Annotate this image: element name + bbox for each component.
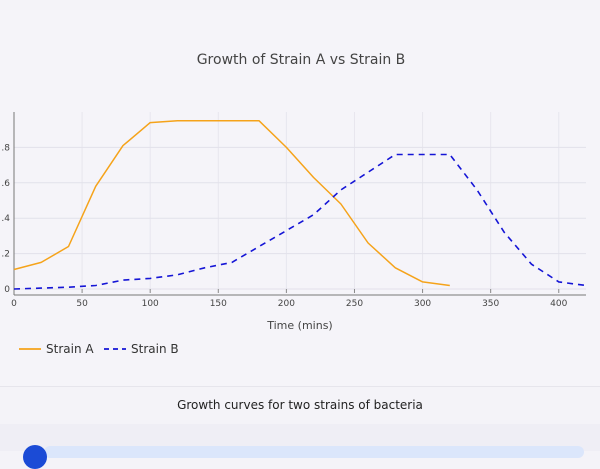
divider [0, 386, 600, 387]
legend: Strain A Strain B [19, 342, 179, 356]
message-input[interactable] [44, 446, 584, 458]
legend-label: Strain B [131, 342, 179, 356]
x-tick-label: 200 [278, 299, 295, 309]
legend-label: Strain A [46, 342, 94, 356]
y-tick-label: 0 [4, 285, 10, 295]
x-tick-label: 250 [346, 299, 363, 309]
y-tick-label: .4 [1, 214, 10, 224]
x-tick-label: 400 [550, 299, 567, 309]
axes: 0 50 100 150 200 250 300 350 400 0 .2 .4 .6 .8 [1, 112, 586, 309]
grid [13, 112, 586, 290]
line-chart: Growth of Strain A vs Strain B 0 50 100 150… [1, 52, 587, 356]
series-line-strain-b [13, 153, 587, 290]
x-tick-label: 100 [142, 299, 159, 309]
series-line-strain-a [13, 120, 450, 287]
x-tick-label: 150 [210, 299, 227, 309]
x-tick-label: 50 [76, 299, 88, 309]
y-tick-label: .2 [1, 250, 10, 260]
x-axis-label: Time (mins) [266, 319, 332, 332]
y-tick-label: .6 [1, 179, 10, 189]
chart-panel: Growth of Strain A vs Strain B 0 50 100 150… [0, 10, 600, 386]
figure-caption: Growth curves for two strains of bacteri… [177, 398, 423, 412]
chart-title: Growth of Strain A vs Strain B [197, 52, 406, 68]
y-tick-label: .8 [1, 143, 10, 153]
avatar [23, 445, 47, 469]
series-lines [13, 120, 587, 290]
x-tick-label: 300 [414, 299, 431, 309]
x-tick-label: 350 [482, 299, 499, 309]
x-tick-label: 0 [11, 299, 17, 309]
